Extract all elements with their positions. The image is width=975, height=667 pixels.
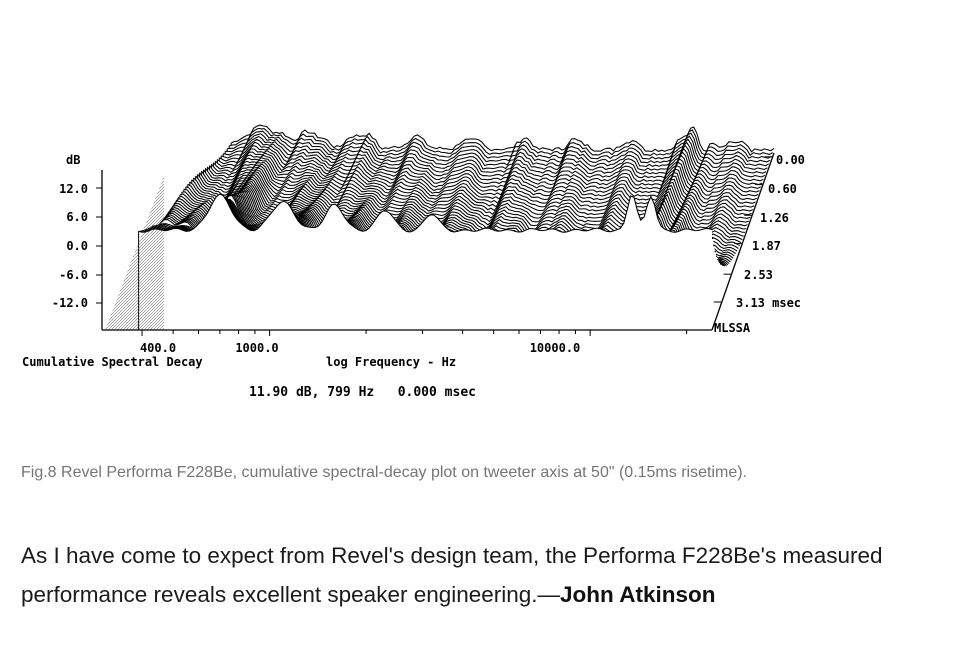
decay-slice-line [195, 171, 751, 220]
decay-slice-line [210, 154, 762, 190]
decay-slice-line [205, 161, 758, 201]
spectral-decay-chart: dB 12.0 6.0 0.0 -6.0 -12.0 0.00 0.60 1.2… [22, 124, 805, 400]
cursor-readout: 11.90 dB, 799 Hz 0.000 msec [249, 385, 476, 400]
x-tick-label: 1000.0 [235, 341, 278, 355]
decay-slice-line [201, 165, 755, 209]
decay-slice-line [227, 130, 772, 160]
decay-slice-line [221, 138, 768, 171]
decay-slice-line [223, 135, 769, 168]
decay-slices [105, 124, 775, 330]
decay-slice-line [203, 163, 756, 205]
time-tick-label: 2.53 [744, 268, 773, 282]
decay-slice-line [215, 148, 764, 183]
article-text: As I have come to expect from Revel's de… [21, 543, 883, 607]
time-tick-label: 3.13 msec [736, 296, 801, 310]
decay-slice-line [197, 169, 752, 216]
time-tick-label: 0.00 [776, 153, 805, 167]
xlabel: log Frequency - Hz [326, 355, 456, 369]
y-tick-label: 0.0 [66, 239, 88, 253]
author-name: John Atkinson [560, 582, 716, 607]
decay-slice-line [228, 127, 773, 156]
ylabel: dB [66, 153, 80, 167]
decay-slice-line [207, 159, 759, 198]
figure-caption: Fig.8 Revel Performa F228Be, cumulative … [21, 464, 747, 481]
decay-slice-fill [138, 194, 713, 330]
time-tick-label: 1.87 [752, 239, 781, 253]
y-tick-label: -12.0 [52, 296, 88, 310]
y-tick-label: 6.0 [66, 210, 88, 224]
y-tick-label: 12.0 [59, 182, 88, 196]
time-axis [711, 152, 775, 331]
decay-slice-line [209, 157, 760, 194]
time-tick-label: 0.60 [768, 182, 797, 196]
decay-slice-line [138, 193, 713, 233]
y-tick-label: -6.0 [59, 268, 88, 282]
time-tick-label: 1.26 [760, 211, 789, 225]
chart-axes [96, 152, 775, 336]
software-label: MLSSA [714, 321, 751, 335]
decay-slice-line [213, 151, 763, 186]
decay-slice-line [225, 133, 771, 164]
floor-hatch [105, 176, 164, 330]
decay-slice-line [230, 124, 775, 153]
decay-slice-line [216, 145, 766, 179]
decay-slice-line [199, 167, 754, 212]
decay-slice-line [219, 141, 767, 175]
x-tick-label: 10000.0 [530, 341, 581, 355]
chart-title: Cumulative Spectral Decay [22, 355, 203, 369]
x-tick-label: 400.0 [140, 341, 176, 355]
article-paragraph: As I have come to expect from Revel's de… [21, 536, 921, 614]
